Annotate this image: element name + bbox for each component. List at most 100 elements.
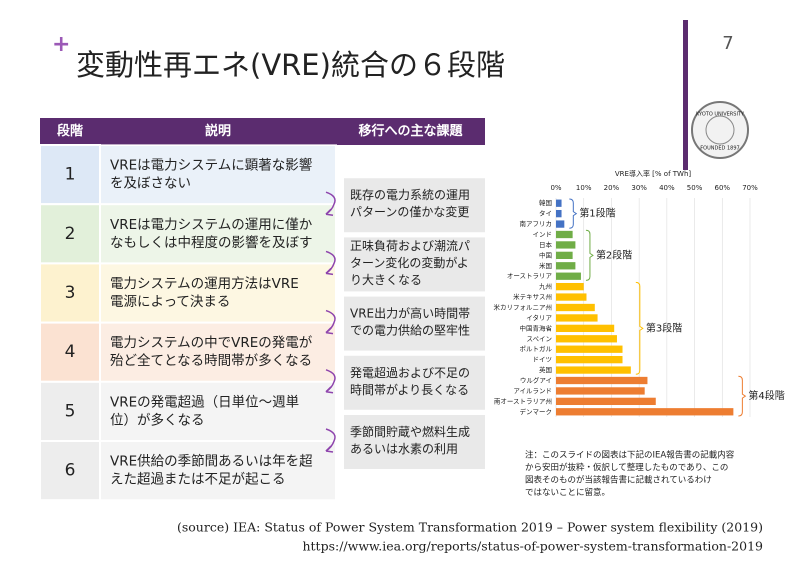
stage-cell (39, 440, 101, 502)
challenge-text: パターンの僅かな変更 (350, 204, 469, 219)
side-bar (683, 20, 688, 170)
desc-text: 位）が多くなる (110, 411, 205, 428)
category-label: 日本 (539, 240, 553, 249)
challenge-text: 発電超過および不足の (350, 365, 470, 380)
x-tick-label: 0% (550, 184, 561, 192)
bar (556, 397, 656, 406)
challenge-text: VRE出力が高い時間帯 (350, 306, 470, 321)
x-tick-label: 20% (604, 184, 620, 192)
category-label: ポルトガル (520, 344, 553, 353)
x-tick-label: 40% (659, 184, 675, 192)
chart-title: VRE導入率 [% of TWh] (615, 169, 692, 178)
category-label: デンマーク (520, 407, 553, 416)
category-label: イタリア (526, 313, 552, 322)
desc-text: VREの発電超過（日単位〜週単 (110, 394, 299, 410)
bar (556, 282, 584, 291)
arrow-head (325, 445, 334, 453)
challenge-text: 既存の電力系統の運用 (350, 188, 470, 202)
logo-text: KYOTO UNIVERSITY (696, 112, 745, 118)
category-label: 米カリフォルニア州 (494, 303, 553, 312)
desc-cell (99, 144, 337, 206)
bar (556, 199, 562, 207)
challenge-cell (344, 178, 485, 233)
bar (556, 303, 595, 312)
stage-number: 4 (65, 342, 76, 362)
bar (556, 345, 623, 353)
slide-title: 変動性再エネ(VRE)統合の６段階 (76, 48, 505, 82)
challenge-cell (344, 237, 485, 292)
bar (556, 387, 645, 395)
x-tick-label: 60% (715, 184, 731, 192)
category-label: 韓国 (539, 198, 552, 207)
category-label: ウルグアイ (520, 376, 552, 385)
category-label: タイ (539, 209, 552, 218)
arrow-head (325, 327, 334, 335)
category-label: 中国 (539, 250, 552, 259)
desc-text: VREは電力システムに顕著な影響 (110, 157, 312, 174)
desc-text: なもしくは中程度の影響を及ぼす (110, 234, 313, 251)
category-label: 英国 (539, 365, 552, 374)
group-label: 第4段階 (748, 389, 784, 402)
desc-text: 殆ど全てとなる時間帯が多くなる (110, 352, 312, 369)
header-cell: 説明 (205, 123, 231, 139)
bar (556, 230, 573, 239)
challenge-cell (344, 355, 485, 410)
group-label: 第1段階 (579, 207, 615, 220)
header-cell: 段階 (57, 123, 83, 139)
logo-inner (705, 115, 735, 145)
desc-cell (99, 380, 337, 442)
group-bracket (585, 229, 594, 281)
challenge-text: 正味負荷および潮流パ (350, 238, 470, 253)
x-tick-label: 50% (687, 184, 703, 192)
bar (556, 355, 623, 364)
category-label: 九州 (539, 282, 552, 291)
x-tick-label: 70% (742, 184, 758, 192)
group-bracket (738, 375, 747, 417)
desc-cell (99, 321, 337, 383)
category-label: 米テキサス州 (513, 292, 552, 301)
challenge-text: 季節間貯蔵や燃料生成 (350, 424, 470, 439)
category-label: スペイン (526, 335, 552, 343)
desc-text: 電源によって決まる (110, 294, 230, 310)
desc-cell (99, 262, 337, 324)
desc-text: えた超過または不足が起こる (110, 472, 286, 488)
desc-text: VRE供給の季節間あるいは年を超 (110, 454, 313, 470)
group-bracket (569, 198, 578, 229)
category-label: 中国青海省 (520, 323, 553, 332)
category-label: オーストラリア (507, 272, 553, 280)
x-tick-label: 30% (631, 184, 647, 192)
group-bracket (635, 281, 644, 375)
note-text: 注：このスライドの図表は下記のIEA報告書の記載内容 (525, 450, 735, 461)
stage-number: 6 (65, 461, 76, 481)
category-label: アイルランド (513, 387, 552, 395)
bar (556, 314, 598, 322)
source-text: https://www.iea.org/reports/status-of-po… (302, 539, 763, 554)
desc-text: 電力システムの運用方法はVRE (110, 276, 299, 292)
category-label: 南オーストラリア州 (494, 396, 552, 405)
arrow-head (325, 267, 334, 276)
bar (556, 262, 576, 270)
desc-cell (99, 440, 337, 502)
bar (556, 335, 617, 343)
desc-cell (99, 203, 337, 265)
bar (556, 376, 648, 385)
table-header (40, 118, 485, 145)
bar (556, 251, 573, 260)
desc-text: 電力システムの中でVREの発電が (110, 335, 313, 351)
source-text: (source) IEA: Status of Power System Tra… (177, 520, 763, 535)
stage-cell (39, 380, 101, 442)
stage-cell (39, 321, 101, 383)
bar (556, 220, 565, 228)
group-label: 第3段階 (646, 321, 682, 334)
logo (691, 101, 749, 159)
desc-text: VREは電力システムの運用に僅か (110, 217, 313, 233)
group-label: 第2段階 (596, 248, 632, 261)
challenge-cell (344, 296, 485, 351)
plus-icon: + (52, 32, 70, 57)
category-label: 南アフリカ (520, 219, 553, 228)
challenge-text: 時間帯がより長くなる (350, 382, 469, 397)
page-number: 7 (722, 33, 733, 54)
desc-text: を及ぼさない (110, 176, 191, 192)
category-label: ドイツ (533, 356, 553, 364)
challenge-text: での電力供給の堅牢性 (350, 323, 470, 338)
